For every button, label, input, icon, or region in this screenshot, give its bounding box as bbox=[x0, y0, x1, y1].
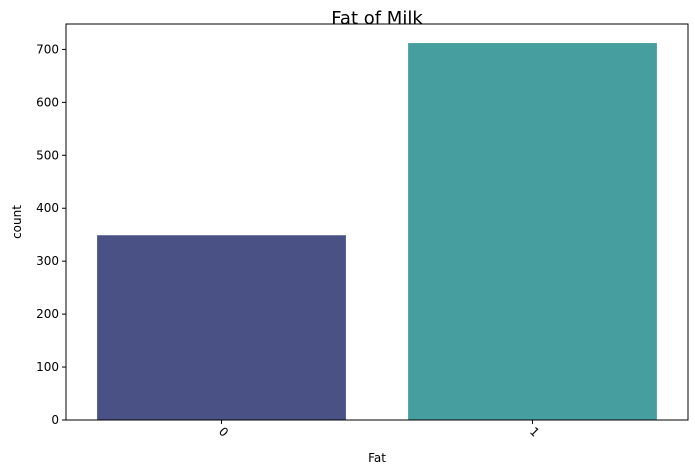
bar-0 bbox=[97, 235, 346, 420]
y-axis-label: count bbox=[10, 205, 24, 239]
bars-group bbox=[97, 43, 657, 420]
bar-1 bbox=[408, 43, 657, 420]
x-axis-label: Fat bbox=[368, 451, 386, 465]
x-tick-label: 0 bbox=[216, 424, 231, 439]
y-tick-label: 200 bbox=[36, 307, 59, 321]
x-tick-label: 1 bbox=[527, 424, 542, 439]
y-tick-label: 300 bbox=[36, 254, 59, 268]
y-tick-label: 700 bbox=[36, 42, 59, 56]
y-tick-label: 600 bbox=[36, 95, 59, 109]
chart-title: Fat of Milk bbox=[331, 8, 423, 29]
y-tick-label: 400 bbox=[36, 201, 59, 215]
plot-frame bbox=[65, 23, 689, 421]
y-axis-ticks: 0 100 200 300 400 500 600 700 bbox=[36, 42, 66, 427]
y-tick-label: 0 bbox=[51, 413, 59, 427]
y-tick-label: 100 bbox=[36, 360, 59, 374]
y-tick-label: 500 bbox=[36, 148, 59, 162]
